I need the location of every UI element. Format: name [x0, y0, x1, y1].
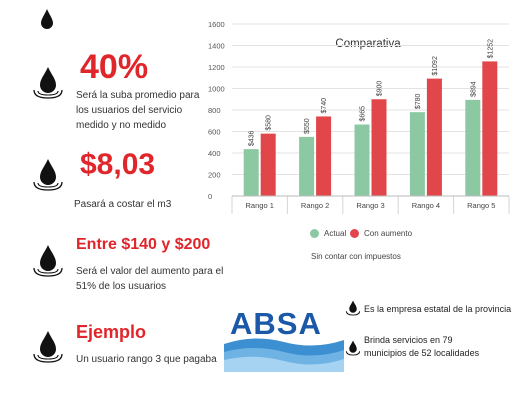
description-example: Un usuario rango 3 que pagaba: [76, 354, 217, 365]
data-label: $900: [377, 81, 384, 97]
water-drop-ripple-icon: [30, 244, 66, 278]
logo-wave-graphic: [224, 338, 344, 372]
chart-title: Comparativa: [335, 38, 401, 50]
data-label: $436: [249, 130, 256, 146]
x-tick-label: Rango 3: [356, 201, 384, 210]
description-range: Será el valor del aumento para el 51% de…: [76, 266, 224, 292]
data-label: $550: [304, 118, 311, 134]
y-tick-label: 1000: [208, 85, 225, 94]
bar: [354, 124, 370, 196]
legend-label-con-aumento: Con aumento: [364, 229, 413, 238]
legend-swatch-con-aumento: [350, 229, 359, 238]
water-drop-ripple-icon: [30, 330, 66, 364]
x-tick-label: Rango 2: [301, 201, 329, 210]
y-tick-label: 1600: [208, 20, 225, 29]
absa-logo: ABSA: [224, 300, 344, 372]
water-drop-ripple-icon: [30, 66, 66, 100]
data-label: $665: [360, 106, 367, 122]
y-tick-label: 1400: [208, 42, 225, 51]
data-label: $894: [470, 81, 477, 97]
x-tick-label: Rango 5: [467, 201, 495, 210]
y-tick-label: 600: [208, 128, 221, 137]
legend-item-con-aumento: Con aumento: [350, 229, 412, 238]
bar: [316, 116, 332, 196]
description-percent: Será la suba promedio para los usuarios …: [76, 90, 200, 131]
water-drop-ripple-icon: [344, 300, 362, 316]
legend-item-actual: Actual: [310, 229, 346, 238]
bar: [465, 99, 481, 196]
bar: [482, 61, 498, 196]
bar: [371, 99, 387, 196]
legend-label-actual: Actual: [324, 229, 347, 238]
y-tick-label: 800: [208, 106, 221, 115]
company-fact-2: Brinda servicios en 79 municipios de 52 …: [364, 335, 480, 358]
bar: [409, 112, 425, 196]
bar: [426, 78, 442, 196]
x-tick-label: Rango 4: [412, 201, 440, 210]
water-drop-ripple-icon: [344, 340, 362, 356]
y-tick-label: 400: [208, 149, 221, 158]
description-price: Pasará a costar el m3: [74, 199, 172, 210]
data-label: $740: [321, 98, 328, 114]
y-tick-label: 200: [208, 171, 221, 180]
comparison-bar-chart: Comparativa $436 $580 $550 $740 $665 $900 $780…: [206, 14, 516, 226]
y-tick-label: 0: [208, 192, 212, 201]
headline-price: $8,03: [80, 148, 156, 181]
logo-wordmark: ABSA: [230, 306, 322, 341]
company-fact-1: Es la empresa estatal de la provincia: [364, 304, 512, 314]
data-label: $1252: [487, 39, 494, 59]
water-drop-ripple-icon: [30, 158, 66, 192]
headline-percent: 40%: [80, 48, 149, 86]
bar: [243, 149, 259, 196]
data-label: $1092: [432, 56, 439, 76]
headline-range: Entre $140 y $200: [76, 236, 211, 253]
data-label: $780: [415, 93, 422, 109]
legend-swatch-actual: [310, 229, 319, 238]
chart-footnote: Sin contar con impuestos: [311, 252, 401, 261]
y-tick-label: 1200: [208, 63, 225, 72]
bar: [260, 133, 276, 196]
bar: [299, 136, 315, 196]
data-label: $580: [266, 115, 273, 131]
water-drop-icon: [40, 8, 54, 30]
headline-example: Ejemplo: [76, 322, 147, 342]
x-tick-label: Rango 1: [246, 201, 274, 210]
